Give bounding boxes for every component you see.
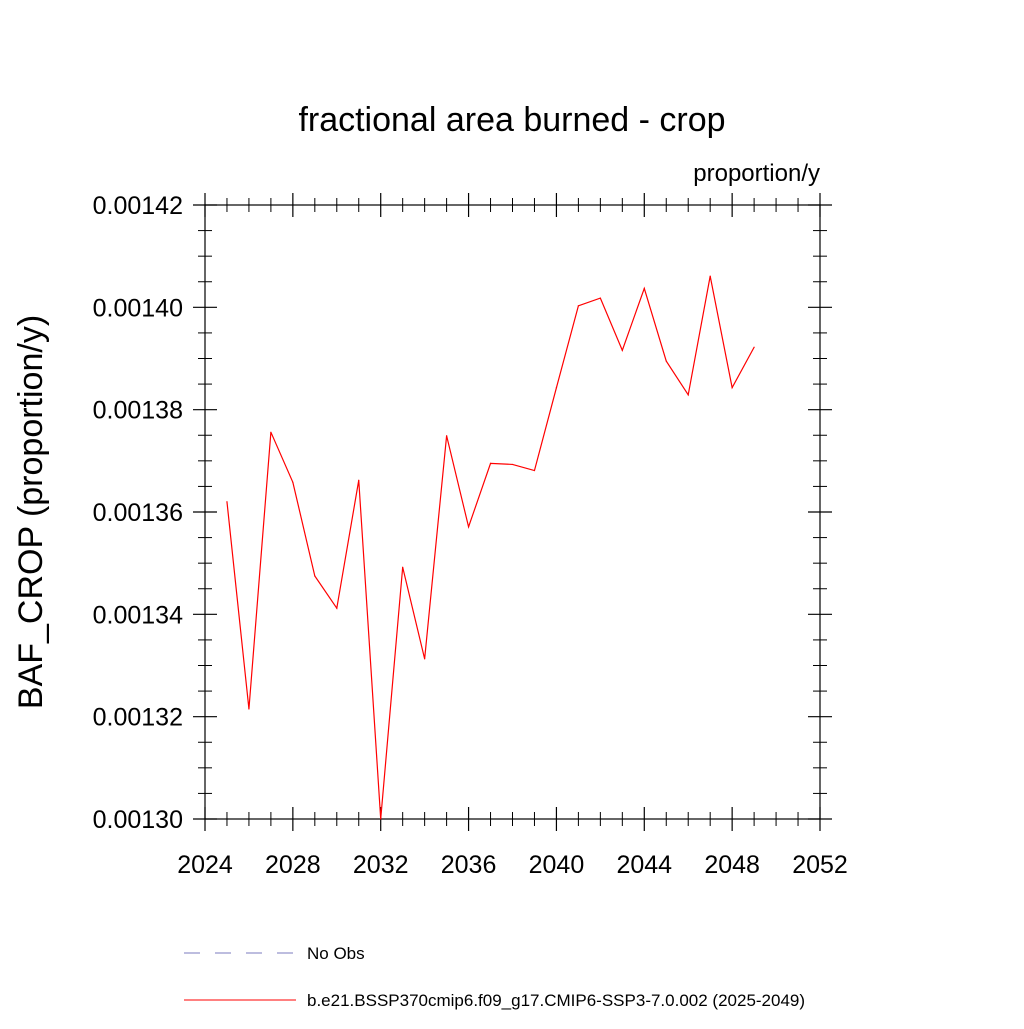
plot-frame [204, 204, 821, 820]
legend: No Obs b.e21.BSSP370cmip6.f09_g17.CMIP6-S… [184, 944, 805, 1010]
x-tick-label: 2032 [353, 851, 409, 879]
x-tick-label: 2052 [792, 851, 848, 879]
data-point [314, 575, 316, 577]
y-tick-label: 0.00134 [93, 601, 183, 629]
data-point [336, 607, 338, 609]
legend-label-2: b.e21.BSSP370cmip6.f09_g17.CMIP6-SSP3-7.… [307, 991, 805, 1010]
y-tick-label: 0.00130 [93, 806, 183, 834]
data-point [753, 346, 755, 348]
x-tick-label: 2036 [441, 851, 497, 879]
y-axis-label: BAF_CROP (proportion/y) [12, 315, 50, 709]
y-tick-label: 0.00142 [93, 192, 183, 220]
data-point [577, 305, 579, 307]
data-point [599, 297, 601, 299]
data-point [248, 708, 250, 710]
data-point [489, 462, 492, 464]
y-tick-label: 0.00138 [93, 397, 183, 425]
y-axis: 0.00130 0.00132 0.00134 0.00136 0.00138 0.001… [93, 192, 832, 834]
x-tick-label: 2048 [704, 851, 760, 879]
chart-title: fractional area burned - crop [298, 101, 725, 139]
x-axis: 2024 2028 2032 2036 2040 2044 2048 2052 [177, 193, 848, 879]
units-label: proportion/y [693, 160, 820, 187]
data-point [687, 394, 689, 396]
y-tick-label: 0.00136 [93, 499, 183, 527]
y-tick-label: 0.00132 [93, 704, 183, 732]
data-point [665, 360, 667, 362]
series-layer [226, 275, 755, 820]
data-point [511, 463, 514, 466]
data-point [292, 481, 294, 483]
data-point [226, 501, 228, 503]
data-point [467, 526, 470, 528]
data-point [358, 479, 360, 481]
data-point [621, 349, 623, 351]
data-point [446, 435, 448, 437]
legend-label-1: No Obs [307, 944, 365, 963]
data-point [533, 469, 536, 472]
data-point [380, 818, 382, 820]
x-tick-label: 2024 [177, 851, 233, 879]
x-tick-label: 2040 [529, 851, 585, 879]
data-point [709, 275, 711, 277]
data-point [424, 658, 426, 660]
y-tick-label: 0.00140 [93, 294, 183, 322]
data-point [402, 566, 404, 568]
x-tick-label: 2044 [616, 851, 672, 879]
data-point [643, 287, 645, 290]
x-tick-label: 2028 [265, 851, 321, 879]
data-point [270, 431, 272, 433]
data-point [731, 387, 733, 389]
data-point [555, 387, 558, 389]
series-line-1 [226, 276, 755, 820]
